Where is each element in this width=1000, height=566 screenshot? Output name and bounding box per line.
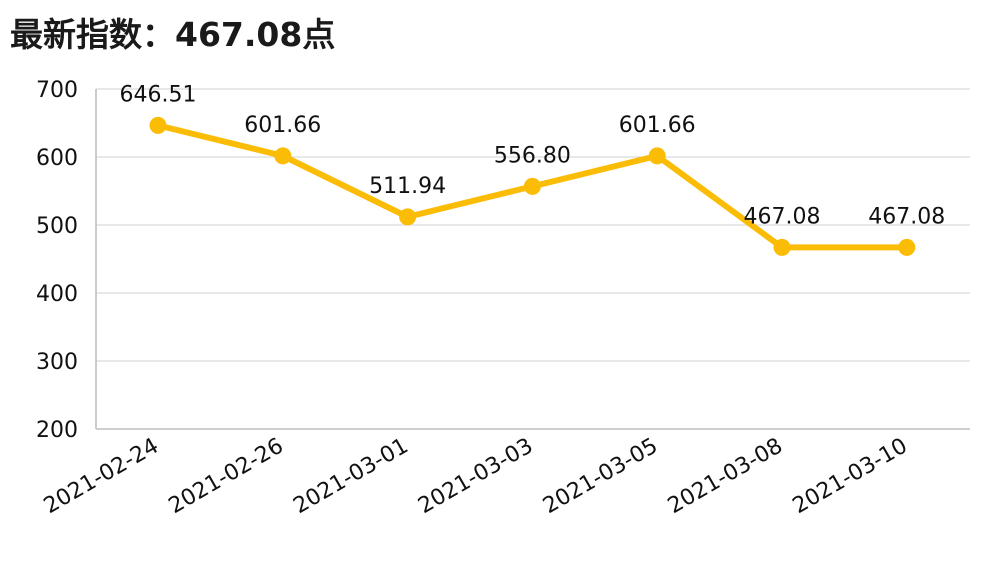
data-label: 467.08	[744, 204, 821, 229]
data-point	[149, 116, 167, 134]
data-label: 601.66	[619, 113, 696, 138]
x-tick-label: 2021-03-01	[289, 434, 412, 520]
data-point	[399, 208, 417, 226]
y-tick-label: 200	[36, 418, 78, 443]
grid-lines	[96, 88, 970, 430]
data-label: 556.80	[494, 143, 571, 168]
y-tick-label: 300	[36, 350, 78, 375]
y-tick-label: 400	[36, 282, 78, 307]
x-tick-label: 2021-03-10	[789, 434, 912, 520]
data-point	[773, 238, 791, 256]
data-point	[648, 147, 666, 165]
series-line	[149, 116, 916, 256]
data-point	[898, 238, 916, 256]
data-point	[523, 177, 541, 195]
x-tick-label: 2021-03-05	[539, 434, 662, 520]
y-tick-label: 700	[36, 78, 78, 103]
x-tick-label: 2021-02-24	[40, 434, 163, 520]
chart-title: 最新指数：467.08点	[10, 15, 336, 54]
y-axis: 200 300 400 500 600 700	[36, 78, 97, 443]
data-label: 601.66	[244, 113, 321, 138]
data-point	[274, 147, 292, 165]
x-axis: 2021-02-24 2021-02-26 2021-03-01 2021-03-03…	[40, 434, 912, 520]
x-tick-label: 2021-03-08	[664, 434, 787, 520]
data-labels: 646.51 601.66 511.94 556.80 601.66 467.08 467.…	[120, 82, 946, 229]
y-tick-label: 500	[36, 214, 78, 239]
data-label: 511.94	[369, 174, 446, 199]
data-label: 467.08	[868, 204, 945, 229]
y-tick-label: 600	[36, 146, 78, 171]
x-tick-label: 2021-03-03	[414, 434, 537, 520]
data-label: 646.51	[120, 82, 197, 107]
x-tick-label: 2021-02-26	[165, 434, 288, 520]
